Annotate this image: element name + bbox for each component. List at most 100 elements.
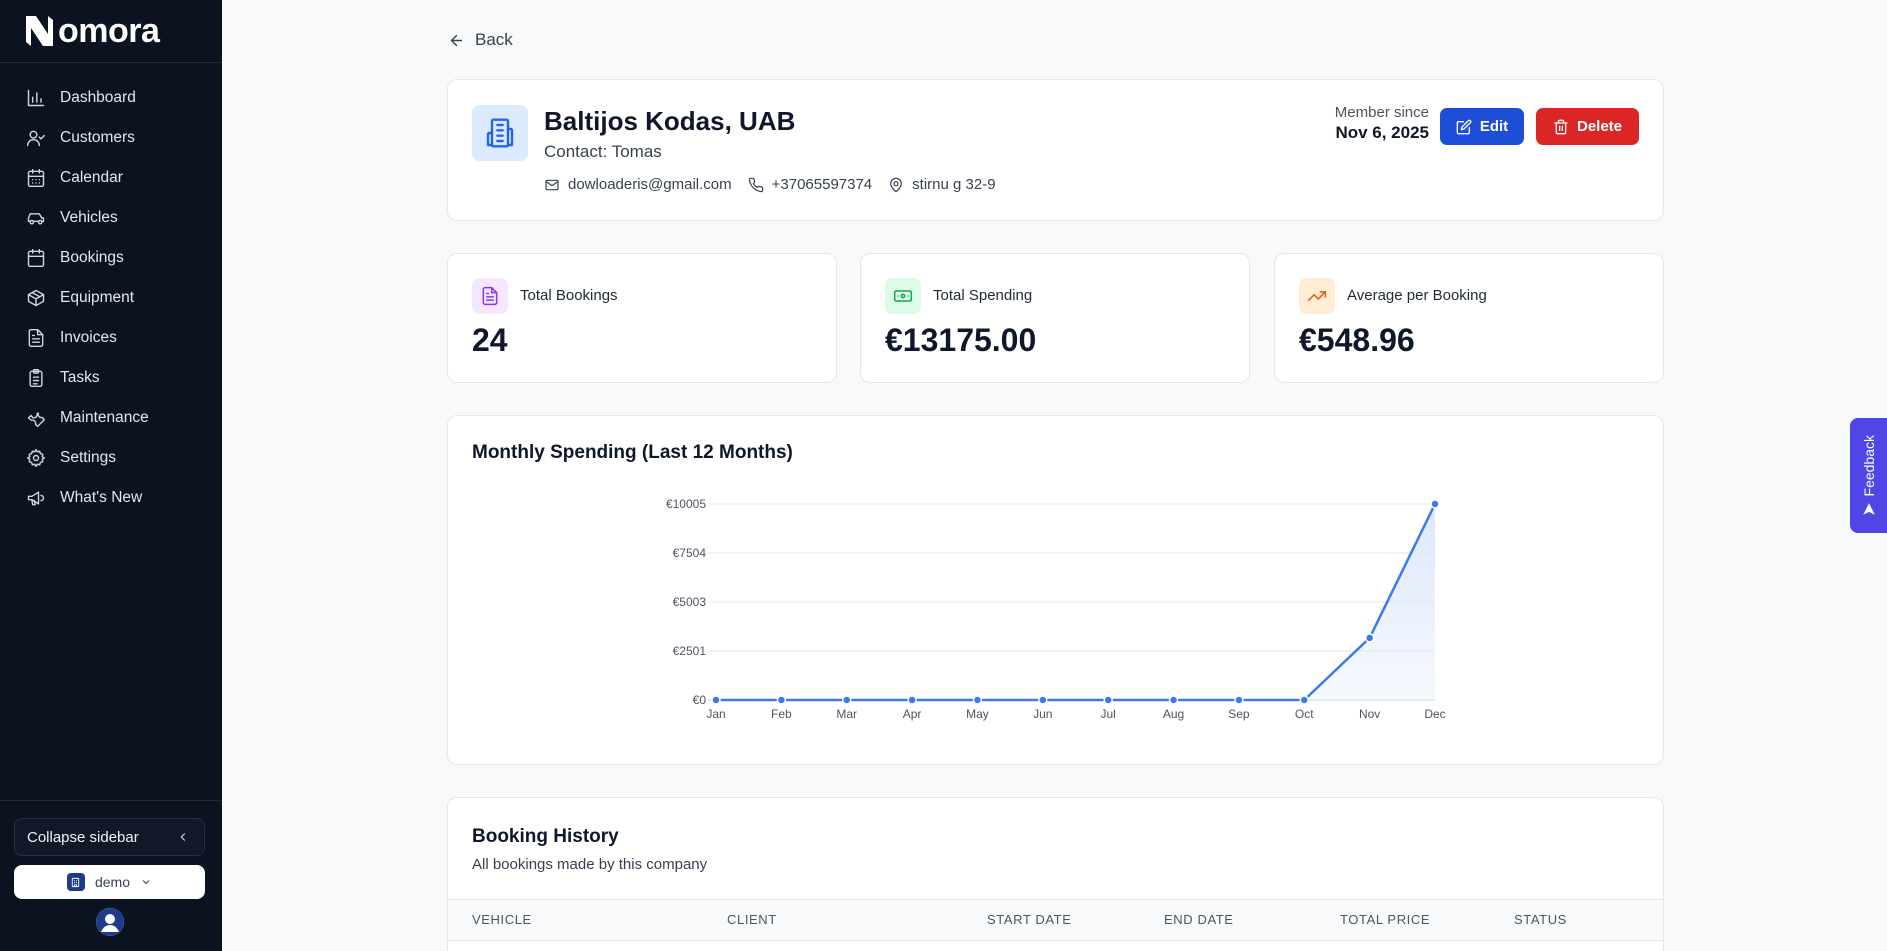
avatar[interactable] xyxy=(96,908,124,936)
y-tick-label: €7504 xyxy=(673,546,707,560)
booking-history-card: Booking History All bookings made by thi… xyxy=(447,797,1664,951)
stat-card-average-per-booking: Average per Booking €548.96 xyxy=(1274,253,1664,383)
column-header-end-date[interactable]: END DATE xyxy=(1164,912,1234,927)
stat-icon-bg xyxy=(1299,278,1335,314)
x-tick-label: Feb xyxy=(771,707,792,721)
sidebar-item-vehicles[interactable]: Vehicles xyxy=(0,198,222,238)
sidebar-item-label: Vehicles xyxy=(60,209,118,226)
y-tick-label: €0 xyxy=(693,693,707,707)
sidebar-item-bookings[interactable]: Bookings xyxy=(0,238,222,278)
booking-history-subtitle: All bookings made by this company xyxy=(472,856,708,873)
stat-icon-bg xyxy=(472,278,508,314)
company-profile-card: Baltijos Kodas, UAB Contact: Tomas dowlo… xyxy=(447,79,1664,221)
sidebar-item-maintenance[interactable]: Maintenance xyxy=(0,398,222,438)
column-header-status[interactable]: STATUS xyxy=(1514,912,1567,927)
building-icon xyxy=(66,873,85,891)
edit-icon xyxy=(1456,119,1472,134)
delete-label: Delete xyxy=(1576,118,1623,135)
sidebar-item-label: Calendar xyxy=(60,169,123,186)
collapse-sidebar-button[interactable]: Collapse sidebar xyxy=(14,818,205,856)
column-header-client[interactable]: CLIENT xyxy=(727,912,777,927)
sidebar-item-calendar[interactable]: Calendar xyxy=(0,158,222,198)
sidebar-item-customers[interactable]: Customers xyxy=(0,118,222,158)
data-point-aug xyxy=(1168,695,1179,705)
data-point-jan xyxy=(711,695,721,705)
address-detail: stirnu g 32-9 xyxy=(888,176,996,193)
email-value: dowloaderis@gmail.com xyxy=(568,176,732,193)
phone-value: +37065597374 xyxy=(771,176,873,193)
megaphone-icon xyxy=(27,491,45,506)
sidebar-divider xyxy=(0,62,222,63)
table-header: VEHICLE CLIENT START DATE END DATE TOTAL… xyxy=(448,899,1663,941)
calendar-icon xyxy=(27,248,45,268)
data-point-sep xyxy=(1234,695,1244,705)
chevron-down-icon xyxy=(142,880,150,885)
booking-history-title: Booking History xyxy=(472,826,619,847)
sidebar-item-invoices[interactable]: Invoices xyxy=(0,318,222,358)
sidebar-item-dashboard[interactable]: Dashboard xyxy=(0,78,222,118)
bar-chart-icon xyxy=(27,89,45,107)
sidebar-item-label: What's New xyxy=(60,489,143,506)
sidebar-item-label: Settings xyxy=(60,449,117,466)
member-since-date: Nov 6, 2025 xyxy=(1335,123,1429,142)
x-tick-label: Sep xyxy=(1228,707,1250,721)
sidebar-item-label: Invoices xyxy=(60,329,117,346)
member-since-label: Member since xyxy=(1334,104,1429,121)
stat-label: Total Bookings xyxy=(520,287,618,304)
x-tick-label: Nov xyxy=(1359,707,1380,721)
logo-icon xyxy=(26,16,53,46)
x-tick-label: Aug xyxy=(1163,707,1184,721)
company-name: Baltijos Kodas, UAB xyxy=(544,106,796,136)
sidebar-item-label: Tasks xyxy=(60,369,100,386)
member-since: Member since Nov 6, 2025 xyxy=(1335,104,1429,143)
sidebar-item-whats-new[interactable]: What's New xyxy=(0,478,222,518)
column-header-vehicle[interactable]: VEHICLE xyxy=(472,912,532,927)
building-icon xyxy=(486,118,514,148)
x-tick-label: Dec xyxy=(1424,707,1445,721)
edit-label: Edit xyxy=(1479,118,1509,135)
x-tick-label: Mar xyxy=(836,707,857,721)
sidebar-nav: Dashboard Customers Calendar Vehicles Bo… xyxy=(0,78,222,518)
data-point-dec xyxy=(1430,499,1440,509)
column-header-total-price[interactable]: TOTAL PRICE xyxy=(1340,912,1431,927)
phone-detail[interactable]: +37065597374 xyxy=(748,176,873,193)
x-tick-label: Jul xyxy=(1101,707,1116,721)
app-logo[interactable]: omora xyxy=(22,10,160,52)
organization-switcher[interactable]: demo xyxy=(14,865,205,899)
column-header-start-date[interactable]: START DATE xyxy=(987,912,1072,927)
stat-card-total-spending: Total Spending €13175.00 xyxy=(860,253,1250,383)
edit-button[interactable]: Edit xyxy=(1440,108,1524,145)
y-tick-label: €5003 xyxy=(673,595,707,609)
document-icon xyxy=(482,286,498,306)
arrow-left-icon xyxy=(450,34,463,46)
feedback-tab[interactable]: Feedback xyxy=(1850,418,1887,533)
series-line xyxy=(716,503,1437,702)
email-detail[interactable]: dowloaderis@gmail.com xyxy=(544,176,732,193)
data-point-apr xyxy=(907,695,917,705)
sidebar-item-equipment[interactable]: Equipment xyxy=(0,278,222,318)
address-value: stirnu g 32-9 xyxy=(912,176,996,193)
data-point-feb xyxy=(776,695,787,705)
chart-title: Monthly Spending (Last 12 Months) xyxy=(472,442,793,463)
back-link[interactable]: Back xyxy=(448,30,513,50)
app-name: omora xyxy=(58,11,160,50)
monthly-spending-card: Monthly Spending (Last 12 Months) €0 €250… xyxy=(447,415,1664,765)
sidebar-item-label: Equipment xyxy=(60,289,135,306)
chevron-left-icon xyxy=(180,833,186,841)
data-point-jun xyxy=(1038,695,1048,705)
sidebar-item-tasks[interactable]: Tasks xyxy=(0,358,222,398)
sidebar-item-label: Dashboard xyxy=(60,89,136,106)
data-point-oct xyxy=(1299,695,1310,705)
sidebar-item-label: Bookings xyxy=(60,249,124,266)
stat-label: Total Spending xyxy=(933,287,1033,304)
data-point-nov xyxy=(1364,633,1375,643)
stat-icon-bg xyxy=(885,278,921,314)
delete-button[interactable]: Delete xyxy=(1536,108,1639,145)
collapse-sidebar-label: Collapse sidebar xyxy=(27,828,139,846)
file-text-icon xyxy=(28,328,44,348)
mail-icon xyxy=(545,179,559,190)
x-tick-label: Jan xyxy=(706,707,725,721)
sidebar-item-settings[interactable]: Settings xyxy=(0,438,222,478)
y-tick-label: €2501 xyxy=(673,644,707,658)
gear-icon xyxy=(26,448,46,468)
